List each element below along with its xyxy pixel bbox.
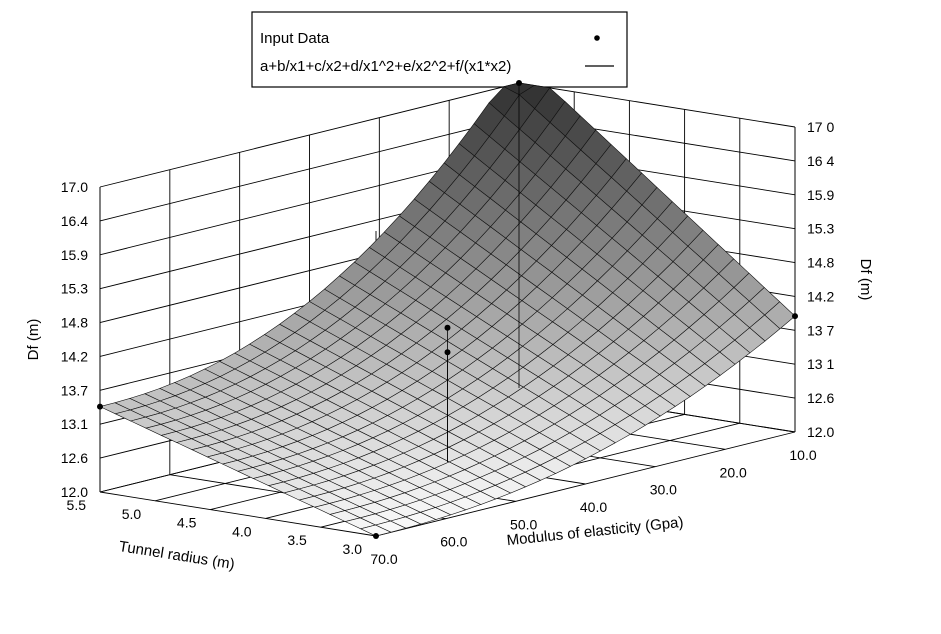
z-tick-label-right: 15.3: [807, 221, 834, 237]
legend-box: [251, 11, 628, 88]
x2-tick-label: 50.0: [510, 516, 537, 532]
z-tick-label-left: 12.6: [61, 450, 88, 466]
x2-tick-label: 60.0: [440, 534, 467, 550]
z-tick-label-left: 17.0: [61, 179, 88, 195]
data-point: [373, 533, 379, 539]
z-tick-label-left: 16.4: [61, 213, 88, 229]
z-tick-label-left: 13.1: [61, 416, 88, 432]
x1-tick-label: 3.5: [287, 532, 307, 548]
x2-tick-label: 40.0: [580, 499, 607, 515]
z-tick-label-right: 14.2: [807, 288, 834, 304]
gridline-floor: [375, 431, 796, 537]
x1-tick-label: 4.0: [232, 523, 252, 539]
x1-tick-label: 5.0: [122, 506, 142, 522]
z-axis-title-left: Df (m): [25, 319, 42, 361]
data-point: [792, 313, 798, 320]
fitted-surface: [99, 82, 796, 537]
input-data-points: [97, 80, 798, 539]
gridline-floor: [99, 491, 377, 537]
z-tick-label-left: 15.3: [61, 281, 88, 297]
z-tick-label-left: 13.7: [61, 382, 88, 398]
z-tick-label-right: 16 4: [807, 153, 834, 169]
data-point: [97, 403, 103, 410]
x1-tick-label: 4.5: [177, 515, 197, 531]
z-axis-title-right: Df (m): [857, 259, 874, 301]
z-tick-label-left: 14.8: [61, 315, 88, 331]
z-tick-label-right: 15.9: [807, 187, 834, 203]
data-point: [516, 80, 522, 86]
x1-tick-label: 3.0: [343, 541, 363, 557]
x1-axis-title: Tunnel radius (m): [118, 538, 236, 573]
legend: Input Data a+b/x1+c/x2+d/x1^2+e/x2^2+f/(…: [251, 11, 628, 88]
z-tick-label-left: 12.0: [61, 484, 88, 500]
z-tick-label-right: 14.8: [807, 255, 834, 271]
z-tick-label-right: 12.6: [807, 390, 834, 406]
legend-label-input-data: Input Data: [260, 30, 330, 47]
x2-tick-label: 20.0: [720, 464, 747, 480]
legend-label-fit-equation: a+b/x1+c/x2+d/x1^2+e/x2^2+f/(x1*x2): [260, 58, 511, 75]
z-tick-label-right: 17 0: [807, 119, 834, 135]
x2-tick-label: 10.0: [789, 447, 816, 463]
axis-tick-labels: 12.0 12.6 13.1 13.7 14.2 14.8 15.3 15.9 16.4 17.0…: [61, 119, 835, 567]
x1-tick-label: 5.5: [67, 497, 87, 513]
legend-marker-input-data: [594, 35, 600, 41]
z-tick-label-right: 13 1: [807, 356, 834, 372]
z-tick-label-right: 12.0: [807, 424, 834, 440]
x2-tick-label: 70.0: [370, 551, 397, 567]
z-tick-label-left: 14.2: [61, 348, 88, 364]
data-point: [444, 324, 451, 331]
z-tick-label-left: 15.9: [61, 247, 88, 263]
x2-tick-label: 30.0: [650, 482, 677, 498]
z-tick-label-right: 13 7: [807, 322, 834, 338]
